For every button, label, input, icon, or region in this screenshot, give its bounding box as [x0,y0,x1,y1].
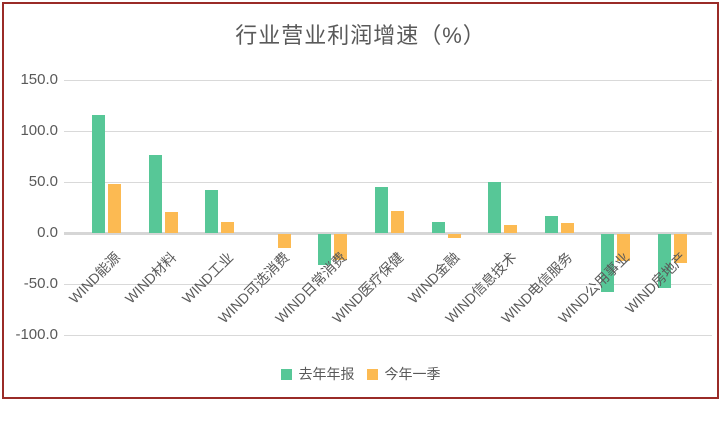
y-axis-tick-label: 150.0 [20,71,58,88]
legend-label: 去年年报 [298,366,355,382]
gridline [64,131,712,132]
y-axis-tick-label: 50.0 [28,173,58,190]
bar-今年一季-WIND能源 [108,184,121,233]
gridline [64,80,712,81]
bar-去年年报-WIND信息技术 [488,182,502,233]
bar-去年年报-WIND材料 [148,155,162,233]
bar-去年年报-WIND日常消费 [318,234,332,265]
y-axis-tick-label: 0.0 [37,224,58,241]
x-axis-category-label: WIND日常消费 [271,249,350,327]
bar-去年年报-WIND能源 [92,114,105,233]
legend-item-今年一季: 今年一季 [366,364,441,384]
x-axis-category-label: WIND公用事业 [554,249,633,327]
gridline [64,182,712,183]
bar-今年一季-WIND信息技术 [504,224,518,233]
legend-label: 今年一季 [384,366,441,382]
bar-今年一季-WIND金融 [447,234,461,239]
y-axis-tick-label: -100.0 [15,326,58,343]
plot-area: 150.0 100.0 50.0 0.0 -50.0 -100.0 WIND能源 WIND材料… [4,4,717,397]
x-axis-category-label: WIND能源 [65,249,123,307]
bar-今年一季-WIND电信服务 [560,222,574,233]
chart-title: 行业营业利润增速（%） [235,23,486,48]
bar-去年年报-WIND公用事业 [601,234,615,293]
bar-去年年报-WIND金融 [431,221,445,233]
y-axis-tick-label: 100.0 [20,122,58,139]
bar-今年一季-WIND可选消费 [277,234,291,249]
x-axis-category-label: WIND电信服务 [498,249,576,327]
bar-今年一季-WIND房地产 [674,234,687,263]
x-axis-category-label: WIND金融 [404,249,463,307]
bar-今年一季-WIND医疗保健 [391,210,404,233]
chart-frame: 行业营业利润增速（%） 150.0 100.0 50.0 0.0 -50.0 -100.0… [2,2,719,399]
x-axis-category-label: WIND可选消费 [215,249,293,327]
y-axis-tick-label: -50.0 [23,275,58,292]
x-axis-category-label: WIND信息技术 [441,249,520,327]
gridline [64,335,712,336]
bar-今年一季-WIND日常消费 [334,234,348,260]
bar-今年一季-WIND公用事业 [617,234,631,261]
bar-去年年报-WIND工业 [205,190,219,233]
x-axis-category-label: WIND医疗保健 [328,249,406,327]
x-axis-category-label: WIND房地产 [621,249,689,317]
x-axis-line [64,232,712,235]
bar-去年年报-WIND医疗保健 [375,187,388,233]
x-axis-category-label: WIND工业 [178,249,237,307]
bar-去年年报-WIND房地产 [658,234,671,289]
legend-swatch-icon [366,368,378,380]
legend: 去年年报 今年一季 [4,364,717,384]
bar-今年一季-WIND材料 [164,211,178,233]
legend-swatch-icon [280,368,292,380]
x-axis-category-label: WIND材料 [121,249,180,307]
bar-今年一季-WIND工业 [221,221,235,233]
bar-去年年报-WIND电信服务 [544,215,558,233]
gridline [64,284,712,285]
legend-item-去年年报: 去年年报 [280,364,355,384]
